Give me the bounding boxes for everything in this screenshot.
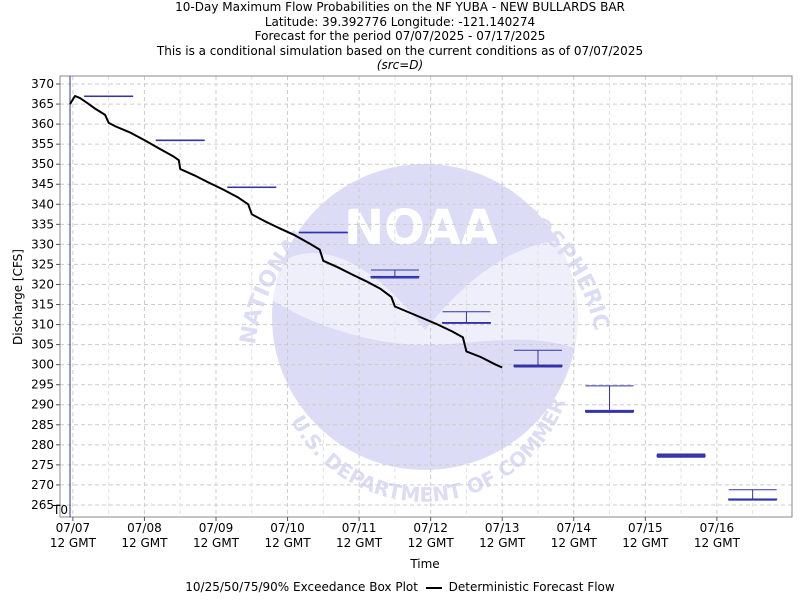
y-tick-label: 295 [31, 378, 54, 392]
box-plot [370, 269, 420, 279]
x-tick-label-date: 07/12 [413, 521, 448, 535]
box-plot [513, 349, 563, 368]
y-tick-label: 270 [31, 478, 54, 492]
x-tick-label-time: 12 GMT [193, 536, 240, 550]
grid-lines [60, 76, 792, 517]
box-plot [84, 95, 134, 98]
x-tick-label-time: 12 GMT [265, 536, 312, 550]
x-tick-label-time: 12 GMT [622, 536, 669, 550]
chart-title: 10-Day Maximum Flow Probabilities on the… [175, 0, 625, 14]
x-tick-label-time: 12 GMT [551, 536, 598, 550]
y-tick-label: 310 [31, 318, 54, 332]
legend-box-plot-label: 10/25/50/75/90% Exceedance Box Plot [185, 580, 418, 594]
y-tick-label: 325 [31, 257, 54, 271]
x-tick-label-date: 07/13 [485, 521, 520, 535]
y-tick-label: 275 [31, 458, 54, 472]
chart-subtitle-note: This is a conditional simulation based o… [156, 43, 644, 58]
box-plot [227, 186, 277, 189]
x-tick-label-time: 12 GMT [121, 536, 168, 550]
chart-title-block: 10-Day Maximum Flow Probabilities on the… [0, 0, 800, 73]
box-plot [155, 139, 205, 142]
x-tick-label-date: 07/08 [127, 521, 162, 535]
y-axis-label: Discharge [CFS] [11, 249, 25, 345]
noaa-logo-disc [272, 164, 578, 470]
x-tick-label-date: 07/11 [342, 521, 377, 535]
x-tick-label-date: 07/14 [556, 521, 591, 535]
legend: 10/25/50/75/90% Exceedance Box Plot Dete… [0, 580, 800, 594]
x-tick-label-date: 07/07 [56, 521, 91, 535]
y-tick-label: 330 [31, 237, 54, 251]
legend-line-swatch [425, 586, 442, 589]
box-plot [298, 231, 348, 234]
x-tick-label-time: 12 GMT [694, 536, 741, 550]
x-axis-label: Time [409, 557, 439, 571]
noaa-logo-text: NOAA [344, 200, 498, 256]
y-tick-label: 355 [31, 137, 54, 151]
y-tick-label: 340 [31, 197, 54, 211]
x-tick-label-time: 12 GMT [50, 536, 97, 550]
plot-frame [59, 75, 793, 518]
noaa-logo-wave [272, 239, 585, 350]
box-plot [728, 489, 778, 501]
y-tick-label: 370 [31, 77, 54, 91]
x-tick-label-date: 07/09 [199, 521, 234, 535]
y-axis: 265 270 275 280 285 290 295 300 305 310 315 320 325 3… [31, 77, 60, 512]
y-tick-label: 360 [31, 117, 54, 131]
x-tick-label-time: 12 GMT [408, 536, 455, 550]
box-plot [656, 453, 706, 458]
x-tick-label-date: 07/10 [270, 521, 305, 535]
y-tick-label: 280 [31, 438, 54, 452]
forecast-series [69, 95, 503, 369]
t0-label: T0 [52, 503, 68, 517]
x-tick-label-date: 07/15 [628, 521, 663, 535]
y-tick-label: 365 [31, 97, 54, 111]
series-line-deterministic-forecast [69, 95, 503, 369]
y-tick-label: 335 [31, 217, 54, 231]
y-tick-label: 265 [31, 498, 54, 512]
y-tick-label: 300 [31, 358, 54, 372]
y-tick-label: 345 [31, 177, 54, 191]
x-tick-label-date: 07/16 [700, 521, 735, 535]
chart-subtitle-source: (src=D) [376, 58, 424, 72]
y-tick-label: 305 [31, 338, 54, 352]
x-tick-label-time: 12 GMT [479, 536, 526, 550]
legend-line-label: Deterministic Forecast Flow [448, 580, 615, 594]
exceedance-box-plots [84, 95, 778, 501]
chart-subtitle-period: Forecast for the period 07/07/2025 - 07/… [254, 29, 546, 43]
y-tick-label: 320 [31, 277, 54, 291]
box-plot [585, 385, 635, 413]
t0-marker: T0 [52, 76, 71, 517]
box-plot [441, 311, 491, 324]
chart-subtitle-location: Latitude: 39.392776 Longitude: -121.1402… [264, 14, 536, 29]
y-tick-label: 285 [31, 418, 54, 432]
x-tick-label-time: 12 GMT [336, 536, 383, 550]
y-tick-label: 315 [31, 298, 54, 312]
y-tick-label: 350 [31, 157, 54, 171]
y-tick-label: 290 [31, 398, 54, 412]
